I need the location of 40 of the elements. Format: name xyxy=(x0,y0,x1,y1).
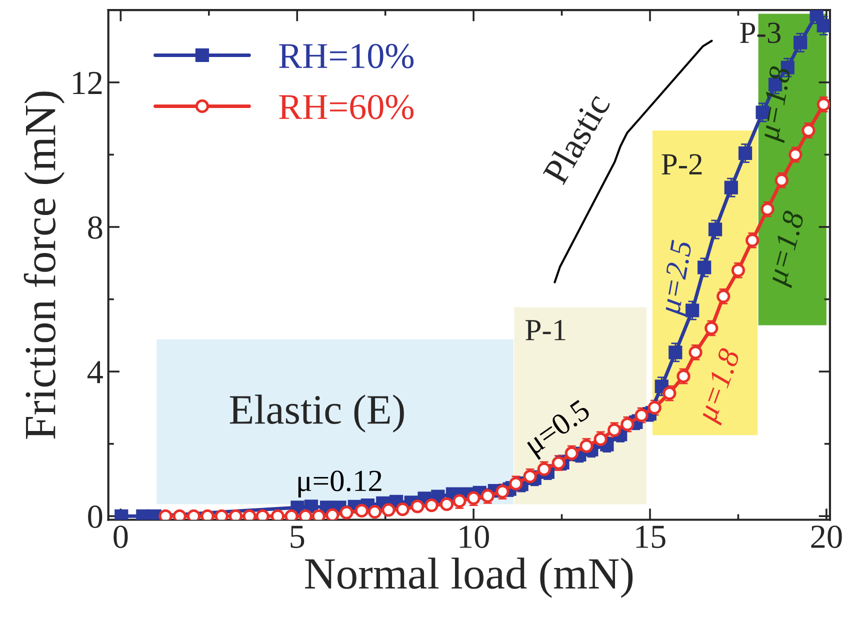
annotation: μ=0.12 xyxy=(298,470,382,498)
band-label: P-1 xyxy=(526,320,566,340)
annotation: μ=2.5 xyxy=(659,240,698,317)
legend-label: RH=60% xyxy=(279,94,414,120)
x-tick-label: 0 xyxy=(114,526,128,548)
annotation: μ=1.8 xyxy=(696,347,746,426)
point xyxy=(440,497,454,512)
legend-label: RH=10% xyxy=(279,44,414,68)
point xyxy=(340,506,354,520)
point xyxy=(424,498,438,512)
point xyxy=(537,462,551,476)
y-tick-label: 4 xyxy=(87,361,103,384)
x-tick-label: 15 xyxy=(636,526,666,548)
x-tick-label: 20 xyxy=(811,526,842,548)
y-tick-label: 12 xyxy=(73,72,102,94)
x-axis-title: Normal load (mN) xyxy=(305,558,633,598)
point xyxy=(523,470,537,484)
point xyxy=(698,260,712,274)
band-label: P-2 xyxy=(662,154,702,174)
y-tick-label: 0 xyxy=(88,506,102,528)
y-axis-title: Friction force (mN) xyxy=(24,92,65,439)
point xyxy=(382,503,396,517)
point xyxy=(354,504,369,518)
x-tick-label: 10 xyxy=(460,526,489,548)
point xyxy=(738,146,752,160)
point xyxy=(396,502,410,516)
band-label: Elastic (E) xyxy=(230,394,404,432)
point xyxy=(816,18,830,32)
y-tick-label: 8 xyxy=(88,216,102,239)
point xyxy=(452,494,466,508)
point xyxy=(668,346,682,360)
point xyxy=(326,508,340,520)
point xyxy=(410,500,424,514)
point xyxy=(368,504,382,519)
annotation: μ=1.8 xyxy=(765,210,811,288)
point xyxy=(794,36,808,50)
point xyxy=(724,180,738,194)
x-tick-label: 5 xyxy=(290,526,304,548)
annotation: μ=1.8 xyxy=(758,66,798,144)
point xyxy=(708,222,722,236)
